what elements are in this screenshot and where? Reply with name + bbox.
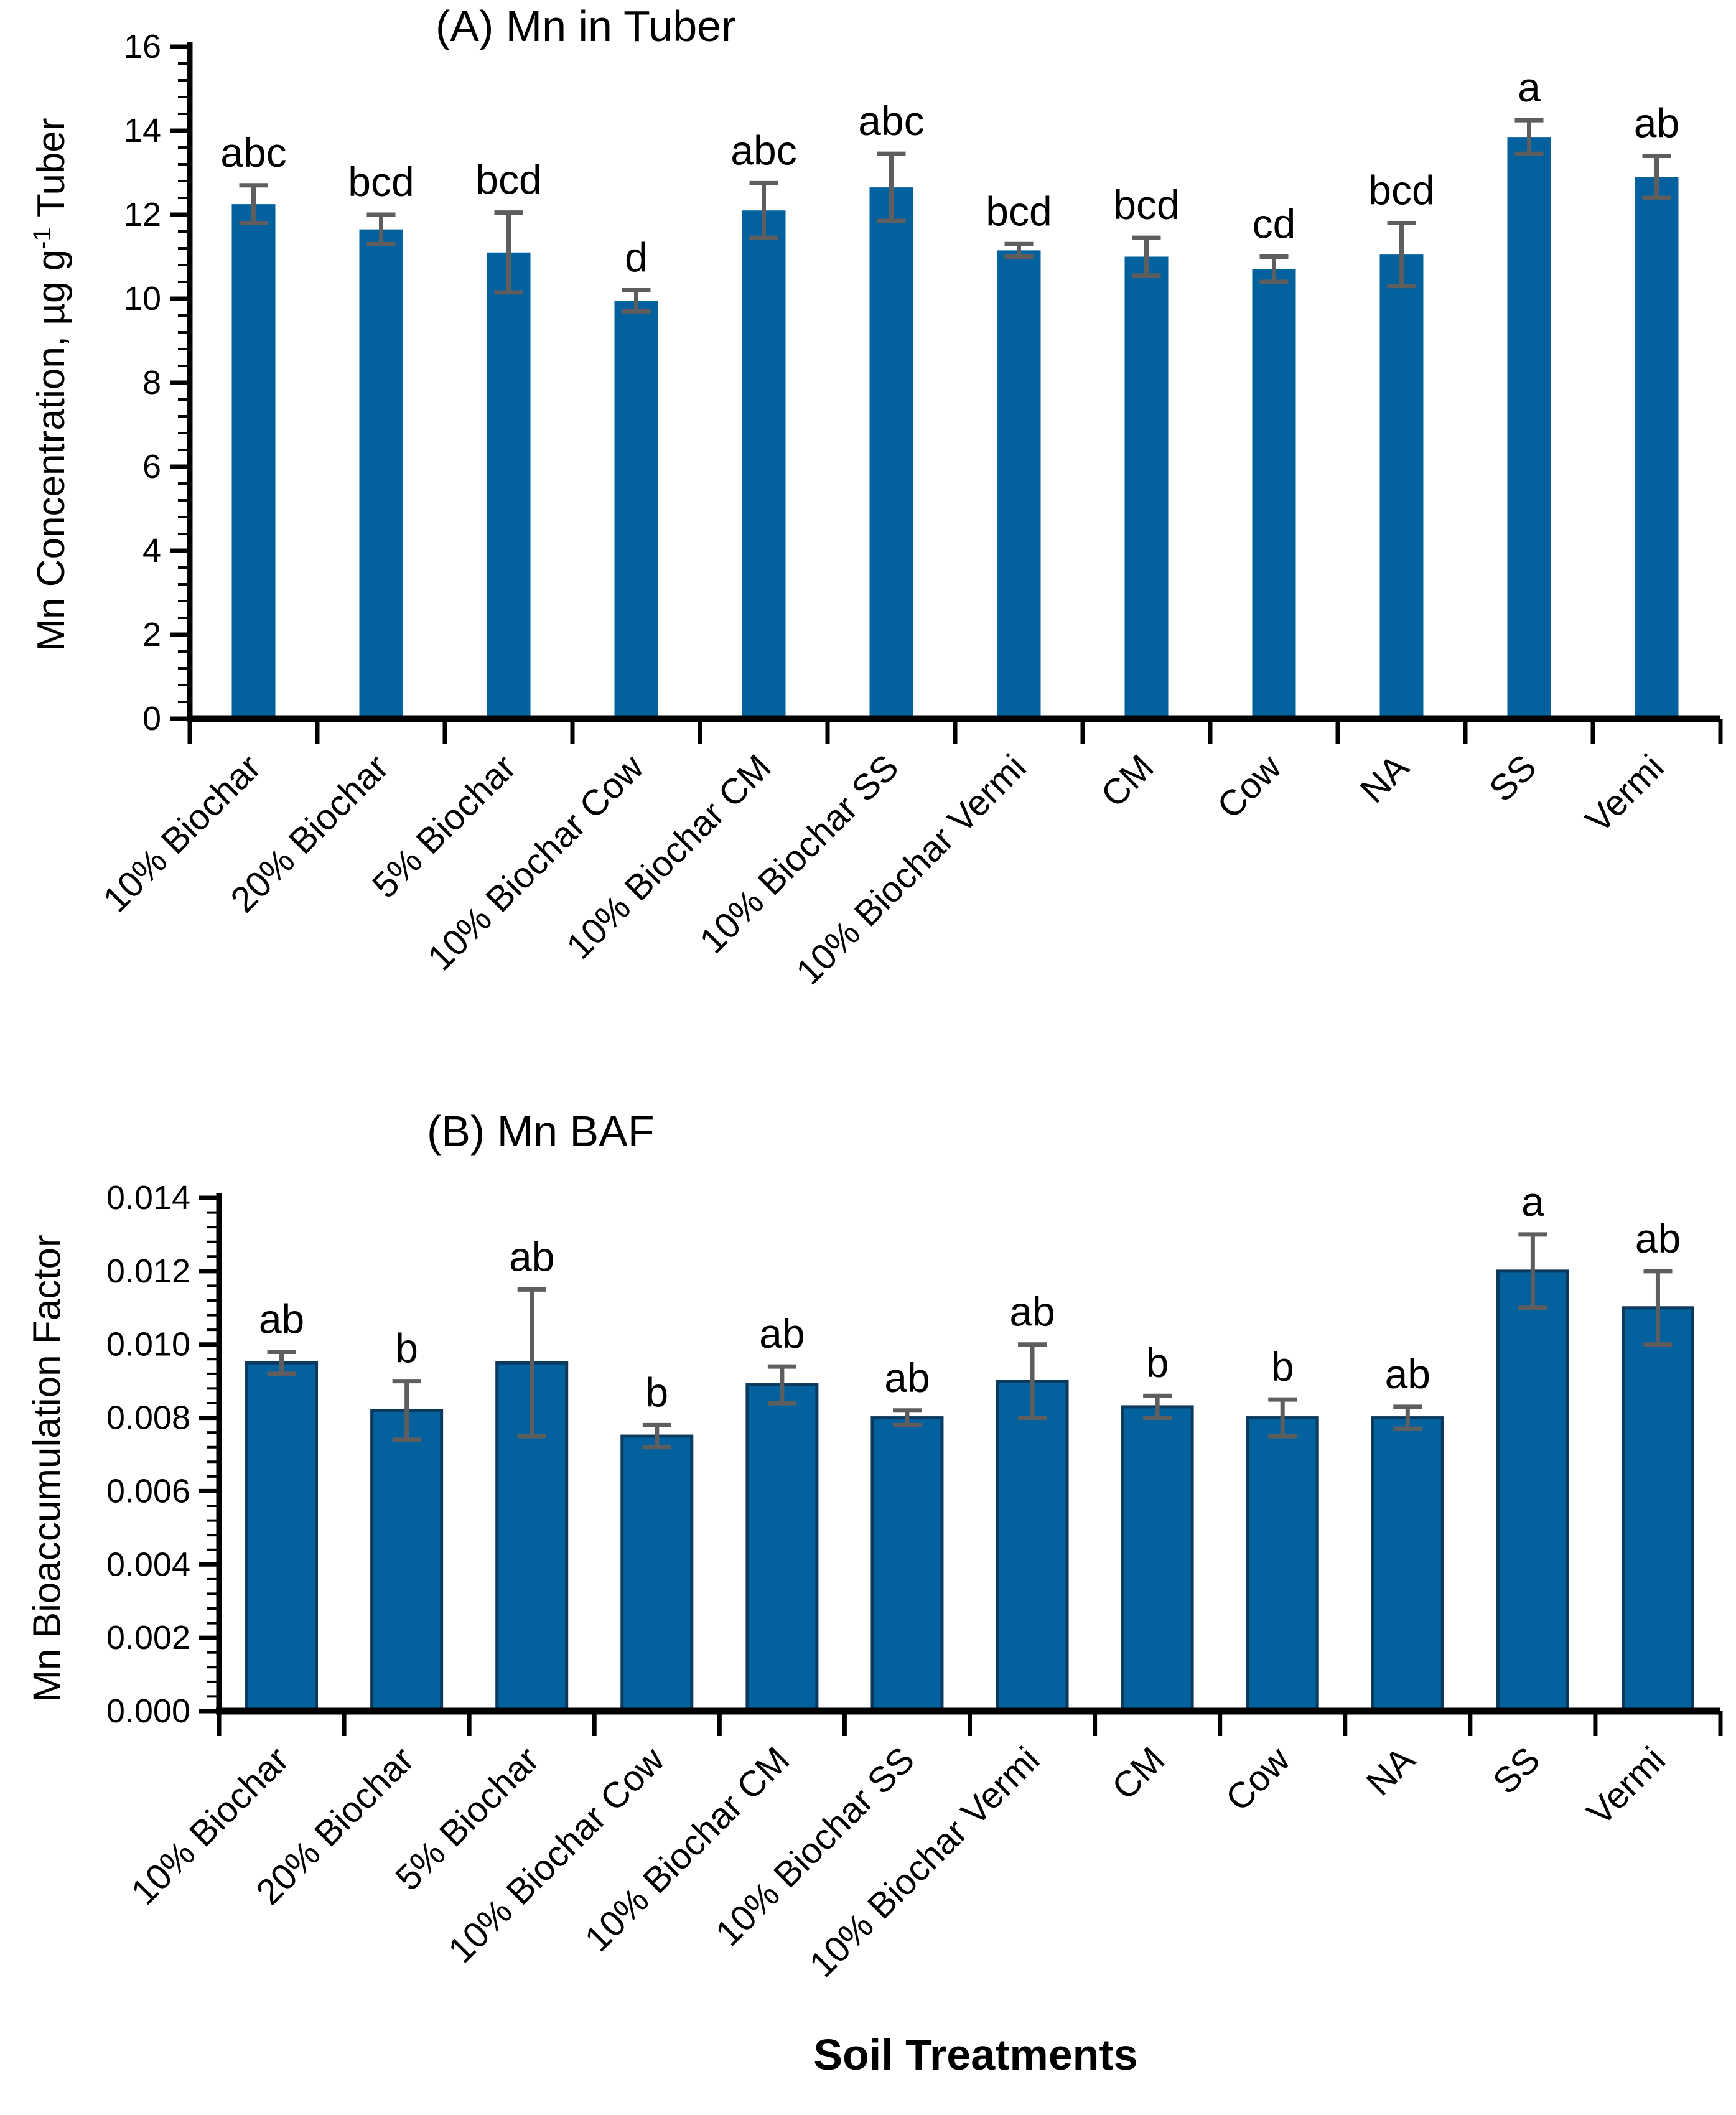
chart-b-bar-10-biochar <box>245 1361 319 1713</box>
chart-a-bar-10-biochar <box>231 204 276 719</box>
chart-a-sig-letter: bcd <box>1113 182 1179 228</box>
chart-a-y-tick-label: 10 <box>124 280 161 317</box>
chart-b-x-category-label: SS <box>1485 1739 1548 1802</box>
chart-a-bar-cm <box>1124 256 1169 719</box>
chart-b-sig-letter: b <box>395 1325 418 1371</box>
chart-b-bar-10-biochar-vermi <box>996 1380 1069 1713</box>
chart-a-x-category-label: SS <box>1482 747 1544 810</box>
chart-a-bar-vermi <box>1635 177 1679 719</box>
chart-a-title: (A) Mn in Tuber <box>436 2 736 50</box>
chart-a-bar-10-biochar-vermi <box>997 250 1041 719</box>
chart-b-y-tick-label: 0.010 <box>106 1326 190 1363</box>
chart-b-bar-10-biochar-cow <box>620 1434 694 1713</box>
chart-a-y-tick-label: 16 <box>124 28 161 65</box>
chart-b-x-category-label: CM <box>1104 1739 1173 1808</box>
chart-a-y-tick-label: 12 <box>124 196 161 233</box>
chart-a-sig-letter: a <box>1518 64 1541 110</box>
chart-a-x-category-label: CM <box>1093 747 1162 815</box>
chart-b-bar-cm <box>1121 1405 1194 1713</box>
chart-a-y-axis-label-superscript: -1 <box>29 227 57 250</box>
chart-a-sig-letter: cd <box>1253 201 1296 247</box>
chart-a-y-axis-label-text: Mn Concentration, µg g <box>29 249 73 651</box>
chart-a-y-tick-label: 4 <box>142 532 161 569</box>
chart-b-title: (B) Mn BAF <box>427 1107 655 1156</box>
chart-b-x-category-label: NA <box>1359 1739 1423 1803</box>
chart-a-y-tick-label: 14 <box>124 112 161 149</box>
chart-a-x-category-label: Cow <box>1210 746 1290 826</box>
chart-b-sig-letter: a <box>1521 1179 1544 1225</box>
chart-b-bar-10-biochar-cm <box>745 1383 819 1713</box>
chart-a-y-axis-label: Mn Concentration, µg g-1 Tuber <box>29 118 73 651</box>
chart-b-sig-letter: ab <box>884 1355 930 1401</box>
chart-a-sig-letter: bcd <box>475 157 541 203</box>
chart-b-x-category-label: 10% Biochar Vermi <box>802 1739 1048 1985</box>
chart-a-sig-letter: bcd <box>986 188 1052 234</box>
chart-b-x-category-label: Cow <box>1218 1739 1298 1819</box>
chart-a-bar-na <box>1379 254 1424 719</box>
chart-a-sig-letter: abc <box>730 127 796 173</box>
chart-b-y-tick-label: 0.002 <box>106 1619 190 1656</box>
chart-b-x-category-label: Vermi <box>1579 1739 1673 1833</box>
chart-b-bar-20-biochar <box>370 1409 444 1713</box>
chart-a-bar-ss <box>1507 137 1551 719</box>
chart-a-sig-letter: abc <box>220 129 286 175</box>
chart-a-sig-letter: bcd <box>348 159 414 205</box>
chart-a-y-tick-label: 6 <box>142 448 161 485</box>
chart-b-bar-na <box>1371 1416 1444 1713</box>
chart-b-sig-letter: ab <box>1635 1215 1681 1261</box>
chart-b-sig-letter: b <box>1146 1340 1169 1386</box>
chart-b-sig-letter: ab <box>759 1310 805 1356</box>
chart-b-y-tick-label: 0.004 <box>106 1546 190 1583</box>
chart-b-y-tick-label: 0.006 <box>106 1472 190 1510</box>
chart-a-sig-letter: abc <box>858 98 924 144</box>
chart-a-y-tick-label: 0 <box>142 700 161 737</box>
chart-b-y-tick-label: 0.014 <box>106 1179 190 1216</box>
chart-b-sig-letter: b <box>645 1369 668 1415</box>
chart-b-sig-letter: ab <box>1385 1351 1430 1397</box>
chart-a-y-axis-label-suffix: Tuber <box>29 118 73 228</box>
chart-a-x-category-label: NA <box>1353 747 1417 811</box>
chart-a-x-category-label: Vermi <box>1578 747 1672 841</box>
chart-b-sig-letter: ab <box>1009 1289 1055 1335</box>
chart-b-bar-10-biochar-ss <box>870 1416 944 1713</box>
chart-a-bar-10-biochar-ss <box>869 187 913 719</box>
chart-a-sig-letter: bcd <box>1368 167 1434 213</box>
chart-b-bar-ss <box>1496 1269 1569 1713</box>
chart-b-sig-letter: ab <box>259 1296 304 1342</box>
chart-b-bar-cow <box>1246 1416 1319 1713</box>
chart-a-y-tick-label: 8 <box>142 364 161 401</box>
chart-a-x-category-label: 10% Biochar Vermi <box>788 747 1034 992</box>
chart-b-sig-letter: ab <box>509 1233 554 1279</box>
chart-b-sig-letter: b <box>1271 1343 1294 1389</box>
chart-b-y-tick-label: 0.012 <box>106 1253 190 1290</box>
chart-b-x-category-label: 10% Biochar Cow <box>441 1739 673 1971</box>
chart-a-bar-5-biochar <box>487 252 531 719</box>
chart-a-sig-letter: ab <box>1634 100 1679 146</box>
chart-a-bar-20-biochar <box>359 229 403 719</box>
chart-a-sig-letter: d <box>625 235 648 281</box>
chart-a-bar-cow <box>1252 269 1296 719</box>
chart-a-x-category-label: 10% Biochar Cow <box>420 746 652 978</box>
chart-a-bar-10-biochar-cow <box>614 301 658 719</box>
chart-b-y-axis-label: Mn Bioaccumulation Factor <box>26 1235 69 1702</box>
chart-b-bar-vermi <box>1621 1306 1694 1713</box>
chart-a-bar-10-biochar-cm <box>742 210 786 719</box>
chart-a-y-tick-label: 2 <box>142 616 161 653</box>
x-axis-title: Soil Treatments <box>813 2030 1138 2079</box>
chart-b-y-tick-label: 0.000 <box>106 1692 190 1730</box>
chart-b-y-tick-label: 0.008 <box>106 1399 190 1437</box>
